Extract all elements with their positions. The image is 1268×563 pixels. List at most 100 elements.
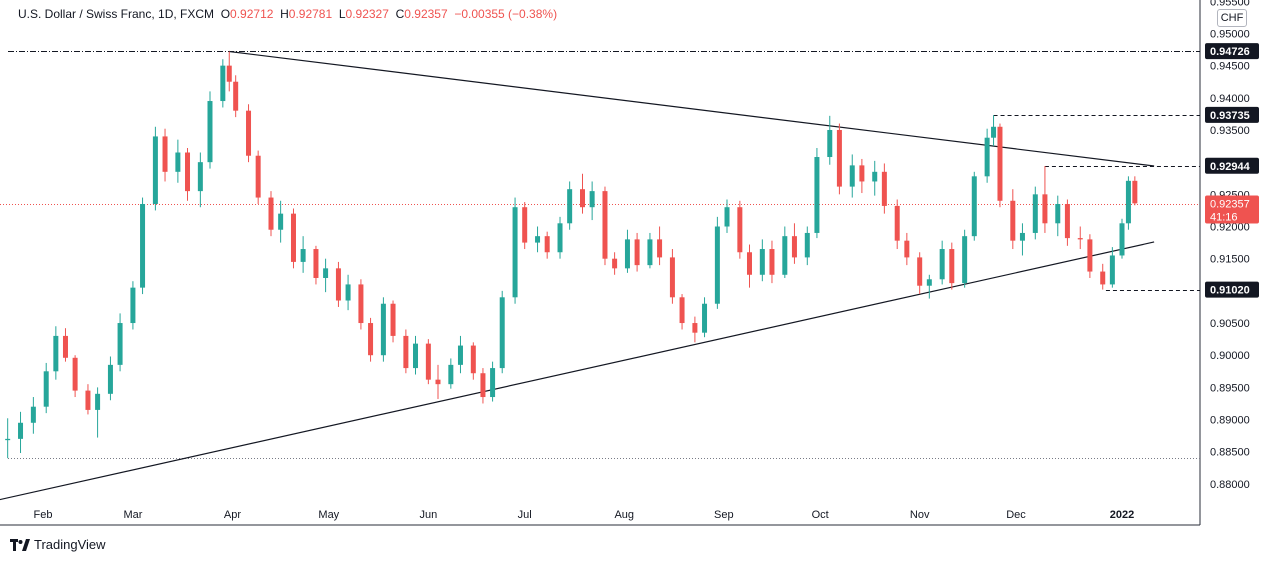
candle-body xyxy=(997,126,1003,201)
candle xyxy=(557,216,563,259)
candle xyxy=(43,362,49,414)
legend-high-key: H xyxy=(280,7,289,21)
candle-body xyxy=(435,379,441,385)
x-tick-label: Apr xyxy=(224,509,241,521)
candle xyxy=(197,152,203,208)
x-tick-label: Dec xyxy=(1006,509,1026,521)
candle-body xyxy=(679,297,685,324)
candle-body xyxy=(567,189,573,224)
candle xyxy=(602,186,608,266)
candle xyxy=(403,329,409,374)
candle-body xyxy=(580,189,585,208)
x-tick-label: Oct xyxy=(812,509,829,521)
candle-body xyxy=(85,390,91,410)
candle xyxy=(692,316,698,343)
level-price-tag: 0.93735 xyxy=(1210,110,1250,122)
candle xyxy=(1109,247,1115,288)
candle xyxy=(647,232,653,269)
candle xyxy=(872,160,878,196)
y-tick-label: 0.94000 xyxy=(1210,93,1250,105)
candle xyxy=(345,274,351,311)
legend-change: −0.00355 (−0.38%) xyxy=(454,7,558,21)
candle-body xyxy=(612,258,618,269)
candle xyxy=(30,397,36,434)
chart-legend: U.S. Dollar / Swiss Franc, 1D, FXCM O0.9… xyxy=(18,7,557,21)
candle-body xyxy=(602,191,608,259)
legend-low-value: 0.92327 xyxy=(345,7,389,21)
currency-selector[interactable]: CHF xyxy=(1217,9,1247,27)
candle xyxy=(535,226,541,253)
x-tick-label: Jun xyxy=(419,509,437,521)
candle-body xyxy=(175,152,181,172)
candle-body xyxy=(544,236,550,253)
candle xyxy=(480,368,486,404)
candle-body xyxy=(490,368,496,398)
y-tick-label: 0.89500 xyxy=(1210,382,1250,394)
candle xyxy=(499,290,505,374)
candle xyxy=(859,158,865,194)
y-tick-label: 0.88500 xyxy=(1210,447,1250,459)
candle xyxy=(567,181,573,230)
candle xyxy=(804,226,810,266)
y-tick-label: 0.95500 xyxy=(1210,0,1250,8)
candle xyxy=(457,335,463,374)
legend-symbol: U.S. Dollar / Swiss Franc, 1D, FXCM xyxy=(18,7,215,21)
candle-body xyxy=(185,152,191,192)
candle xyxy=(769,240,775,284)
trendline-upper[interactable] xyxy=(229,50,1155,167)
candle-body xyxy=(1077,238,1083,240)
candle xyxy=(53,326,59,380)
level-price-tag: 0.91020 xyxy=(1210,285,1250,297)
candle-body xyxy=(107,364,113,394)
candle xyxy=(512,197,518,304)
candle xyxy=(300,236,306,273)
candle xyxy=(95,387,101,438)
candle xyxy=(448,358,454,389)
y-tick-label: 0.92000 xyxy=(1210,222,1250,234)
candle xyxy=(939,240,945,285)
candle xyxy=(949,242,955,290)
candle-body xyxy=(1042,194,1048,224)
x-tick-label: Sep xyxy=(714,509,734,521)
candle-body xyxy=(1132,180,1138,204)
candle-body xyxy=(380,303,386,356)
tradingview-logo[interactable]: TradingView xyxy=(10,537,106,552)
candle-body xyxy=(130,287,136,324)
candle-body xyxy=(226,65,232,82)
candle xyxy=(1087,234,1093,278)
candle xyxy=(62,328,68,362)
candle xyxy=(1132,176,1138,206)
level-price-tag-bg xyxy=(1205,281,1259,298)
current-price-tag-bg xyxy=(1205,195,1259,224)
candle-body xyxy=(43,371,49,407)
candle xyxy=(1100,263,1106,290)
y-tick-label: 0.91500 xyxy=(1210,254,1250,266)
candle xyxy=(926,274,932,299)
candle-body xyxy=(448,364,454,385)
candle xyxy=(1125,176,1131,230)
candle-body xyxy=(535,236,541,243)
candle xyxy=(313,245,319,285)
candle-body xyxy=(233,81,239,111)
candle xyxy=(470,342,476,380)
legend-open-value: 0.92712 xyxy=(230,7,274,21)
trendline-lower[interactable] xyxy=(0,241,1155,501)
candle xyxy=(358,279,364,330)
candle xyxy=(323,258,329,293)
candle xyxy=(107,356,113,401)
candle-body xyxy=(512,207,518,298)
x-tick-label: Aug xyxy=(614,509,634,521)
candle xyxy=(162,128,168,182)
candle xyxy=(984,128,990,183)
y-tick-label: 0.90500 xyxy=(1210,318,1250,330)
candle-body xyxy=(904,240,910,258)
candle-body xyxy=(403,335,409,369)
candle xyxy=(849,154,855,198)
candle-body xyxy=(152,136,158,204)
candle xyxy=(130,281,136,330)
candle xyxy=(18,411,24,454)
candle-body xyxy=(480,373,486,398)
candle-body xyxy=(881,171,887,206)
candle xyxy=(435,364,441,399)
